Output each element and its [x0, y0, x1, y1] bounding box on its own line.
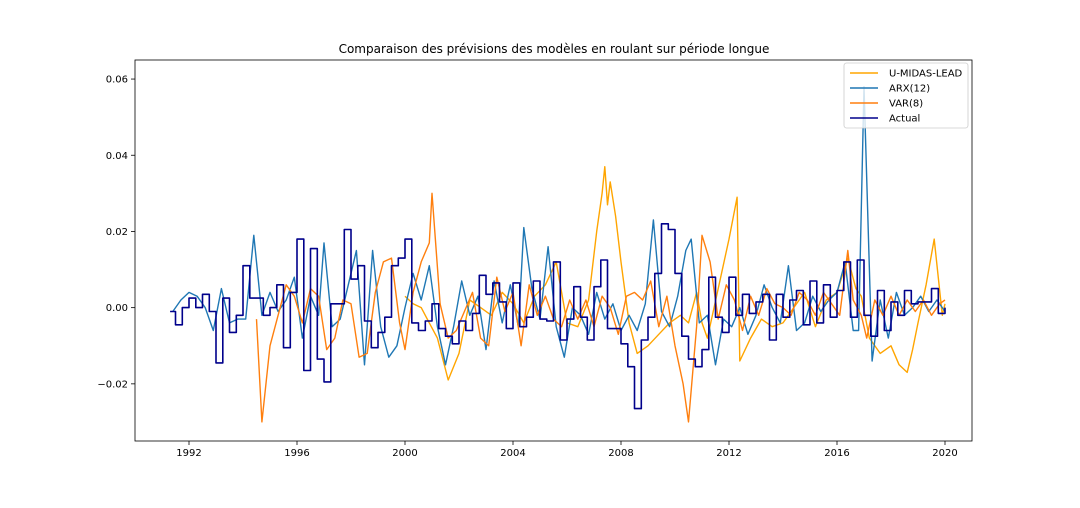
x-tick-label: 1996 [284, 448, 309, 459]
series-line-actual [170, 223, 946, 410]
series-group [170, 86, 946, 423]
y-tick-label: 0.00 [106, 303, 128, 314]
x-tick-label: 2004 [500, 448, 525, 459]
legend-label: VAR(8) [889, 99, 923, 110]
legend: U-MIDAS-LEAD ARX(12) VAR(8) Actual [843, 62, 969, 129]
legend-label: Actual [889, 114, 920, 125]
y-tick-label: 0.04 [106, 151, 128, 162]
y-tick-label: 0.02 [106, 227, 128, 238]
x-tick-label: 2012 [716, 448, 741, 459]
y-tick-label: 0.06 [106, 75, 128, 86]
series-line-u-midas-lead [404, 166, 946, 381]
x-tick-label: 2016 [824, 448, 849, 459]
plot-area [170, 86, 946, 423]
legend-box [843, 62, 969, 129]
axes: 1992 1996 2000 2004 2008 2012 2016 2020 −0.02 0.0… [97, 59, 973, 459]
chart-title: Comparaison des prévisions des modèles e… [339, 42, 770, 56]
series-line-var-8- [255, 192, 946, 423]
y-tick-label: −0.02 [97, 379, 128, 390]
x-tick-label: 1992 [176, 448, 201, 459]
x-tick-label: 2020 [932, 448, 957, 459]
legend-label: ARX(12) [889, 84, 930, 95]
axes-frame [134, 59, 973, 442]
x-tick-label: 2008 [608, 448, 633, 459]
x-tick-label: 2000 [392, 448, 417, 459]
legend-label: U-MIDAS-LEAD [889, 69, 963, 80]
